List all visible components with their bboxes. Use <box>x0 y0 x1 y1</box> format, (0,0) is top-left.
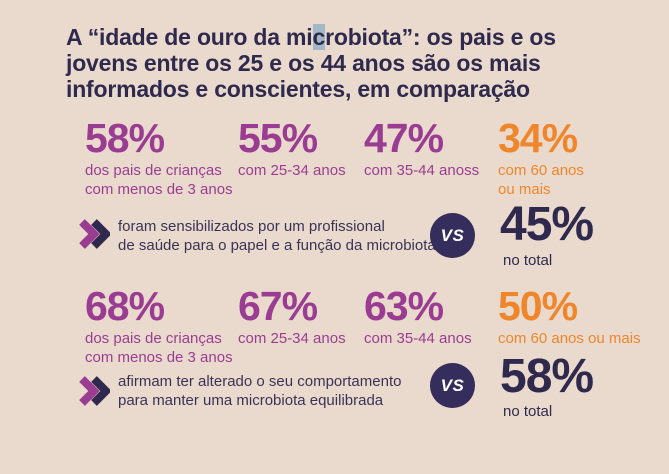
stat-label: com 35-44 anoss <box>364 162 480 179</box>
stat-row2-age-35-44: 63% com 35-44 anos <box>364 284 472 348</box>
title-line-3: informados e conscientes, em comparação <box>66 76 530 102</box>
vs-label: VS <box>440 375 465 395</box>
stat-label: com 35-44 anos <box>364 330 472 347</box>
stat-label: com 25-34 anos <box>238 330 346 347</box>
total-value: 58% <box>500 350 594 403</box>
callout-text-sensitized: foram sensibilizados por um profissional… <box>118 218 436 254</box>
callout-text-behavior-change: afirmam ter alterado o seu comportamento… <box>118 373 402 409</box>
double-chevron-icon <box>78 376 112 406</box>
double-chevron-icon <box>78 219 112 249</box>
page-title: A “idade de ouro da microbiota”: os pais… <box>66 24 641 102</box>
total-label: no total <box>503 252 553 269</box>
stat-label: dos pais de crianças com menos de 3 anos <box>85 330 233 366</box>
total-label: no total <box>503 403 553 420</box>
vs-badge: VS <box>430 363 475 408</box>
stat-row1-parents-under3: 58% dos pais de crianças com menos de 3 … <box>85 116 233 199</box>
stat-value: 55% <box>238 115 318 161</box>
stat-label: com 60 anos ou mais <box>498 330 641 347</box>
stat-row1-age-25-34: 55% com 25-34 anos <box>238 116 346 180</box>
stat-label: com 60 anos ou mais <box>498 162 584 198</box>
vs-label: VS <box>440 225 465 245</box>
stat-row2-parents-under3: 68% dos pais de crianças com menos de 3 … <box>85 284 233 367</box>
stat-row1-age-60-plus: 34% com 60 anos ou mais <box>498 116 584 199</box>
title-line-2: jovens entre os 25 e os 44 anos são os m… <box>66 50 541 76</box>
stat-value: 67% <box>238 283 318 329</box>
title-line-1-post: robiota”: os pais e os <box>325 24 556 50</box>
stat-row1-age-35-44: 47% com 35-44 anoss <box>364 116 479 180</box>
total-value: 45% <box>500 198 594 251</box>
stat-row2-age-60-plus: 50% com 60 anos ou mais <box>498 284 641 348</box>
stat-value: 58% <box>85 115 165 161</box>
stat-label: dos pais de crianças com menos de 3 anos <box>85 162 233 198</box>
stat-row2-age-25-34: 67% com 25-34 anos <box>238 284 346 348</box>
title-line-1-pre: A “idade de ouro da mi <box>66 24 313 50</box>
stat-value: 63% <box>364 283 444 329</box>
stat-label: com 25-34 anos <box>238 162 346 179</box>
stat-value: 68% <box>85 283 165 329</box>
stat-value: 34% <box>498 115 578 161</box>
stat-value: 50% <box>498 283 578 329</box>
title-line-1: A “idade de ouro da microbiota”: os pais… <box>66 24 641 50</box>
stat-value: 47% <box>364 115 444 161</box>
text-cursor-highlight: c <box>312 24 326 50</box>
vs-badge: VS <box>430 213 475 258</box>
